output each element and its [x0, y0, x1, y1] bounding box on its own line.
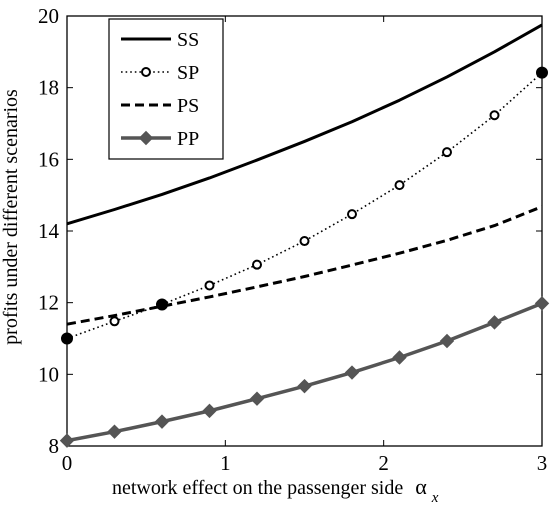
data-point-sp: [204, 280, 215, 291]
series-layer: [59, 23, 550, 448]
series-ps: [66, 205, 543, 326]
y-tick-label: 8: [49, 434, 60, 458]
data-point-pp: [154, 414, 170, 429]
legend-item-sp: SP: [121, 62, 199, 84]
data-point-pp: [439, 333, 455, 349]
data-point-sp: [536, 66, 548, 79]
series-ss: [66, 23, 543, 226]
data-point-pp: [107, 424, 122, 439]
legend-label-pp: PP: [177, 128, 199, 150]
legend-label-ps: PS: [177, 95, 199, 117]
x-axis-label-symbol: α: [415, 474, 427, 499]
data-point-pp: [249, 391, 265, 406]
series-sp: [61, 66, 548, 345]
x-tick-label: 0: [62, 451, 73, 475]
data-point-pp: [534, 296, 550, 311]
legend-label-sp: SP: [177, 62, 199, 84]
data-point-sp: [442, 147, 452, 158]
y-tick-label: 16: [38, 147, 59, 171]
series-line-sp: [66, 72, 543, 340]
x-axis-label-text: network effect on the passenger side: [112, 477, 403, 499]
data-point-pp: [59, 433, 75, 448]
legend-label-ss: SS: [177, 29, 199, 51]
data-point-sp: [61, 332, 73, 345]
data-point-sp: [299, 236, 310, 247]
legend-item-ss: SS: [121, 29, 199, 51]
x-tick-label: 3: [537, 451, 548, 475]
data-point-pp: [297, 378, 312, 394]
y-tick-label: 18: [38, 76, 59, 100]
y-tick-label: 20: [38, 4, 59, 28]
x-axis-label: network effect on the passenger side α x: [112, 474, 439, 506]
series-line-pp: [66, 301, 543, 443]
legend-marker-pp: [138, 130, 154, 146]
data-point-pp: [344, 365, 360, 380]
data-point-pp: [487, 315, 502, 330]
series-line-ss: [66, 23, 543, 226]
series-line-ps: [66, 205, 543, 326]
x-tick-label: 1: [220, 451, 231, 475]
y-axis-label: profits under different scenarios: [0, 89, 22, 345]
legend-item-pp: PP: [121, 128, 199, 150]
data-point-sp: [109, 316, 120, 327]
data-point-sp: [394, 180, 405, 191]
data-point-sp: [489, 110, 500, 121]
legend-box: [108, 18, 224, 160]
x-axis-label-subscript: x: [431, 490, 439, 506]
data-point-sp: [252, 259, 262, 270]
legend-marker-sp: [141, 67, 151, 77]
series-pp: [59, 296, 550, 448]
y-tick-label: 10: [38, 362, 59, 386]
x-tick-label: 2: [378, 451, 389, 475]
data-point-sp: [347, 209, 357, 220]
y-tick-label: 14: [38, 219, 60, 243]
y-tick-label: 12: [38, 291, 59, 315]
legend-item-ps: PS: [121, 95, 199, 117]
data-point-pp: [392, 350, 407, 365]
data-point-pp: [202, 403, 217, 419]
legend: SS SP PS PP: [108, 18, 224, 160]
